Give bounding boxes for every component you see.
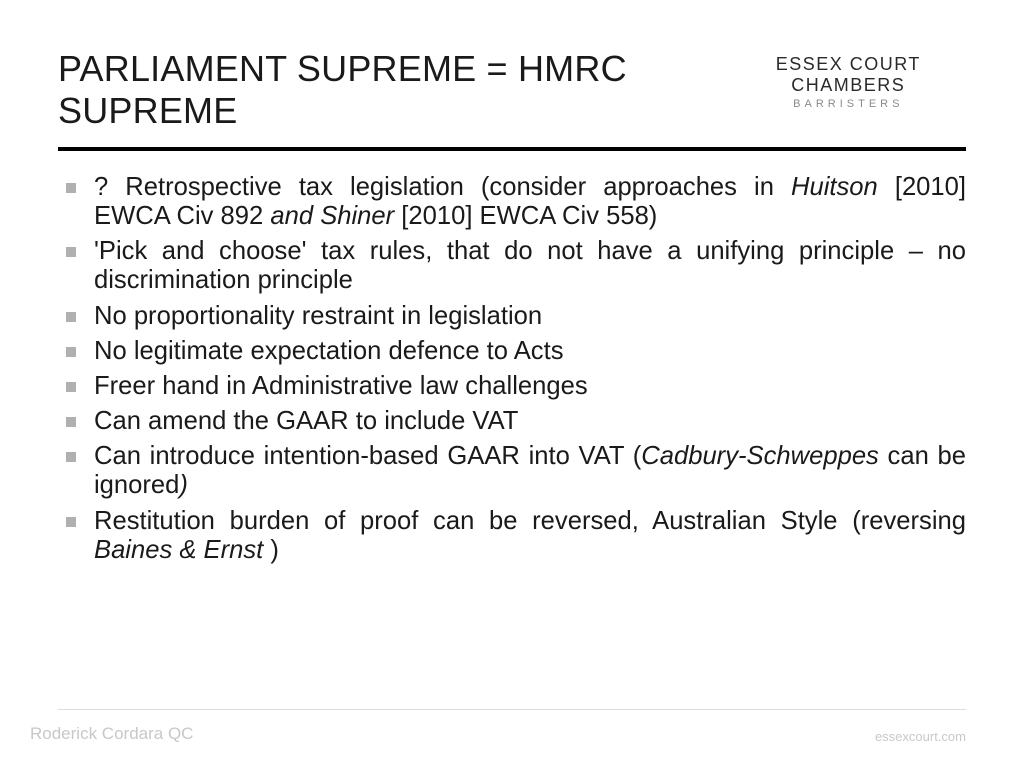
square-bullet-icon — [66, 183, 76, 193]
list-item: Can amend the GAAR to include VAT — [66, 407, 966, 436]
list-item: No proportionality restraint in legislat… — [66, 302, 966, 331]
slide: PARLIAMENT SUPREME = HMRC SUPREME ESSEX … — [0, 0, 1024, 768]
square-bullet-icon — [66, 382, 76, 392]
logo-main: ESSEX COURT CHAMBERS — [731, 54, 966, 96]
bullet-list: ? Retrospective tax legislation (conside… — [66, 173, 966, 565]
bullet-text: ? Retrospective tax legislation (conside… — [94, 173, 966, 231]
square-bullet-icon — [66, 347, 76, 357]
content: ? Retrospective tax legislation (conside… — [58, 173, 966, 565]
list-item: Freer hand in Administrative law challen… — [66, 372, 966, 401]
list-item: No legitimate expectation defence to Act… — [66, 337, 966, 366]
footer-rule — [58, 709, 966, 710]
header: PARLIAMENT SUPREME = HMRC SUPREME ESSEX … — [58, 48, 966, 133]
bullet-text: Can introduce intention-based GAAR into … — [94, 442, 966, 500]
bullet-text: 'Pick and choose' tax rules, that do not… — [94, 237, 966, 295]
square-bullet-icon — [66, 452, 76, 462]
bullet-text: Freer hand in Administrative law challen… — [94, 372, 966, 401]
square-bullet-icon — [66, 247, 76, 257]
list-item: Restitution burden of proof can be rever… — [66, 507, 966, 565]
bullet-text: Restitution burden of proof can be rever… — [94, 507, 966, 565]
bullet-text: No proportionality restraint in legislat… — [94, 302, 966, 331]
footer-author: Roderick Cordara QC — [30, 724, 193, 744]
slide-title: PARLIAMENT SUPREME = HMRC SUPREME — [58, 48, 731, 133]
title-rule — [58, 147, 966, 151]
square-bullet-icon — [66, 417, 76, 427]
list-item: ? Retrospective tax legislation (conside… — [66, 173, 966, 231]
bullet-text: Can amend the GAAR to include VAT — [94, 407, 966, 436]
list-item: Can introduce intention-based GAAR into … — [66, 442, 966, 500]
logo: ESSEX COURT CHAMBERS BARRISTERS — [731, 54, 966, 110]
logo-sub: BARRISTERS — [731, 98, 966, 110]
square-bullet-icon — [66, 312, 76, 322]
footer-url: essexcourt.com — [875, 729, 966, 744]
bullet-text: No legitimate expectation defence to Act… — [94, 337, 966, 366]
square-bullet-icon — [66, 517, 76, 527]
list-item: 'Pick and choose' tax rules, that do not… — [66, 237, 966, 295]
